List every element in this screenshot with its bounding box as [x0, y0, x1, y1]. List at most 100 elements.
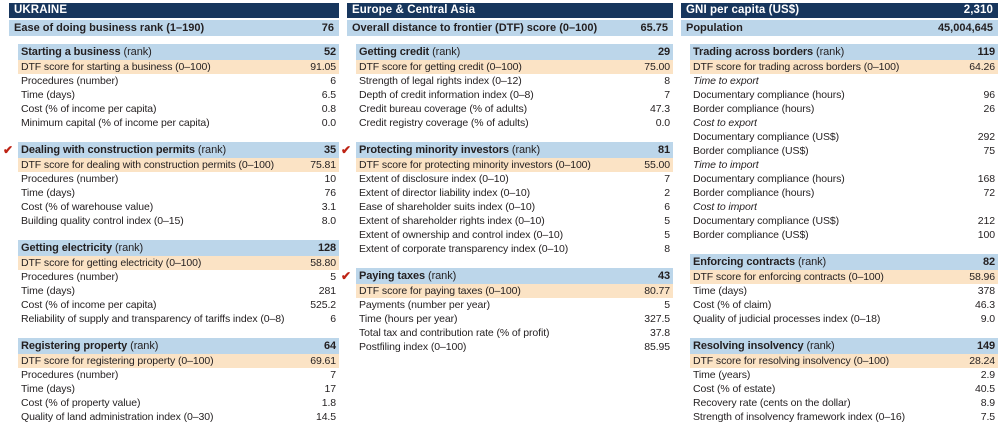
topic-title: Protecting minority investors: [359, 144, 509, 156]
topic-section: ✔ Dealing with construction permits (rank…: [3, 142, 339, 228]
region-title-bar: Europe & Central Asia: [347, 3, 673, 18]
summary-value: 76: [321, 22, 334, 34]
topic-title-suffix: (rank): [130, 340, 159, 352]
indicator-value: 8: [664, 75, 670, 87]
topic-rank-value: 35: [323, 144, 336, 156]
indicator-row: Border compliance (hours) 26: [690, 102, 998, 116]
dtf-score-row: DTF score for paying taxes (0–100) 80.77: [356, 284, 673, 298]
dtf-score-row: DTF score for getting electricity (0–100…: [18, 256, 339, 270]
topic-rank-value: 81: [657, 144, 670, 156]
indicator-value: 58.96: [969, 271, 995, 283]
indicator-value: 6: [330, 313, 336, 325]
topic-title-label: Resolving insolvency (rank): [693, 338, 835, 354]
indicator-row: Strength of legal rights index (0–12) 8: [356, 74, 673, 88]
indicator-row: Strength of insolvency framework index (…: [690, 410, 998, 424]
indicator-row: Cost (% of property value) 1.8: [18, 396, 339, 410]
header-column: GNI per capita (US$) 2,310 Population 45,00…: [681, 3, 998, 36]
indicator-value: 58.80: [310, 257, 336, 269]
topic-rank-value: 64: [323, 340, 336, 352]
indicator-row: Documentary compliance (hours) 96: [690, 88, 998, 102]
indicator-label: Quality of land administration index (0–…: [21, 411, 214, 423]
indicator-label: Extent of shareholder rights index (0–10…: [359, 215, 545, 227]
indicator-value: 327.5: [644, 313, 670, 325]
indicator-value: 26: [983, 103, 996, 115]
indicator-label: Strength of legal rights index (0–12): [359, 75, 522, 87]
indicator-row: Documentary compliance (US$) 212: [690, 214, 998, 228]
indicator-label: Credit bureau coverage (% of adults): [359, 103, 527, 115]
indicator-value: 17: [324, 383, 337, 395]
topic-section: Trading across borders (rank) 119 DTF scor…: [690, 44, 998, 242]
topic-rank-value: 29: [657, 46, 670, 58]
topic-rank-value: 119: [977, 46, 996, 58]
topic-section: Resolving insolvency (rank) 149 DTF score …: [690, 338, 998, 424]
indicator-value: 75.81: [310, 159, 336, 171]
indicator-row: Credit registry coverage (% of adults) 0.…: [356, 116, 673, 130]
indicator-label: DTF score for paying taxes (0–100): [359, 285, 521, 297]
indicator-value: 64.26: [969, 61, 995, 73]
indicator-value: 1.8: [321, 397, 336, 409]
indicator-label: Procedures (number): [21, 271, 119, 283]
indicator-value: 3.1: [321, 201, 336, 213]
indicator-row: Extent of ownership and control index (0…: [356, 228, 673, 242]
indicator-row: Extent of shareholder rights index (0–10…: [356, 214, 673, 228]
topic-title-suffix: (rank): [806, 340, 835, 352]
indicator-value: 5: [664, 229, 670, 241]
indicator-row: Documentary compliance (US$) 292: [690, 130, 998, 144]
indicator-label: Postfiling index (0–100): [359, 341, 467, 353]
indicator-label: Time (years): [693, 369, 751, 381]
subheading-row: Cost to import: [690, 200, 998, 214]
indicator-label: Procedures (number): [21, 173, 119, 185]
indicator-value: 8: [664, 243, 670, 255]
topic-section: ✔ Protecting minority investors (rank) 81 D…: [341, 142, 673, 256]
indicator-row: Recovery rate (cents on the dollar) 8.9: [690, 396, 998, 410]
body-columns: Starting a business (rank) 52 DTF score fo…: [3, 44, 1000, 436]
indicator-value: 5: [330, 271, 336, 283]
indicator-label: Cost to export: [693, 117, 757, 129]
indicator-label: DTF score for enforcing contracts (0–100…: [693, 271, 884, 283]
indicator-label: DTF score for getting electricity (0–100…: [21, 257, 202, 269]
indicator-label: DTF score for getting credit (0–100): [359, 61, 522, 73]
indicator-label: Border compliance (US$): [693, 229, 809, 241]
indicator-label: Time to import: [693, 159, 759, 171]
indicator-label: Documentary compliance (hours): [693, 173, 845, 185]
summary-label: Population: [686, 22, 743, 34]
topic-title: Getting credit: [359, 46, 430, 58]
topic-title: Paying taxes: [359, 270, 426, 282]
indicator-value: 212: [977, 215, 995, 227]
indicator-value: 8.9: [980, 397, 995, 409]
topic-title-suffix: (rank): [511, 144, 541, 156]
topic-section: Getting credit (rank) 29 DTF score for get…: [356, 44, 673, 130]
indicator-value: 168: [977, 173, 995, 185]
indicator-row: Ease of shareholder suits index (0–10) 6: [356, 200, 673, 214]
topic-title-row: Protecting minority investors (rank) 81: [356, 142, 673, 158]
indicator-label: Procedures (number): [21, 369, 119, 381]
dtf-score-row: DTF score for protecting minority invest…: [356, 158, 673, 172]
indicator-row: Cost (% of warehouse value) 3.1: [18, 200, 339, 214]
indicator-row: Procedures (number) 7: [18, 368, 339, 382]
indicator-value: 0.0: [655, 117, 670, 129]
indicator-row: Reliability of supply and transparency o…: [18, 312, 339, 326]
indicator-value: 292: [977, 131, 995, 143]
header-title-value: 2,310: [963, 4, 993, 16]
indicator-label: Procedures (number): [21, 75, 119, 87]
indicator-value: 55.00: [644, 159, 670, 171]
topic-title-row: Enforcing contracts (rank) 82: [690, 254, 998, 270]
region-title-bar: UKRAINE: [9, 3, 339, 18]
topic-title-suffix: (rank): [197, 144, 227, 156]
indicator-label: DTF score for resolving insolvency (0–10…: [693, 355, 889, 367]
topic-section: ✔ Paying taxes (rank) 43 DTF score for payi…: [341, 268, 673, 354]
indicator-column: Starting a business (rank) 52 DTF score fo…: [3, 44, 339, 436]
header-column: UKRAINE Ease of doing business rank (1–19…: [9, 3, 339, 36]
header-title: Europe & Central Asia: [352, 4, 476, 16]
topic-title-suffix: (rank): [428, 270, 457, 282]
indicator-value: 80.77: [644, 285, 670, 297]
dtf-score-row: DTF score for dealing with construction …: [18, 158, 339, 172]
indicator-label: Time to export: [693, 75, 759, 87]
topic-title-label: Enforcing contracts (rank): [693, 254, 826, 270]
indicator-label: DTF score for registering property (0–10…: [21, 355, 214, 367]
subheading-row: Cost to export: [690, 116, 998, 130]
indicator-label: Time (days): [21, 383, 75, 395]
topic-title-row: Dealing with construction permits (rank)…: [18, 142, 339, 158]
summary-value: 45,004,645: [937, 22, 993, 34]
indicator-row: Credit bureau coverage (% of adults) 47.3: [356, 102, 673, 116]
